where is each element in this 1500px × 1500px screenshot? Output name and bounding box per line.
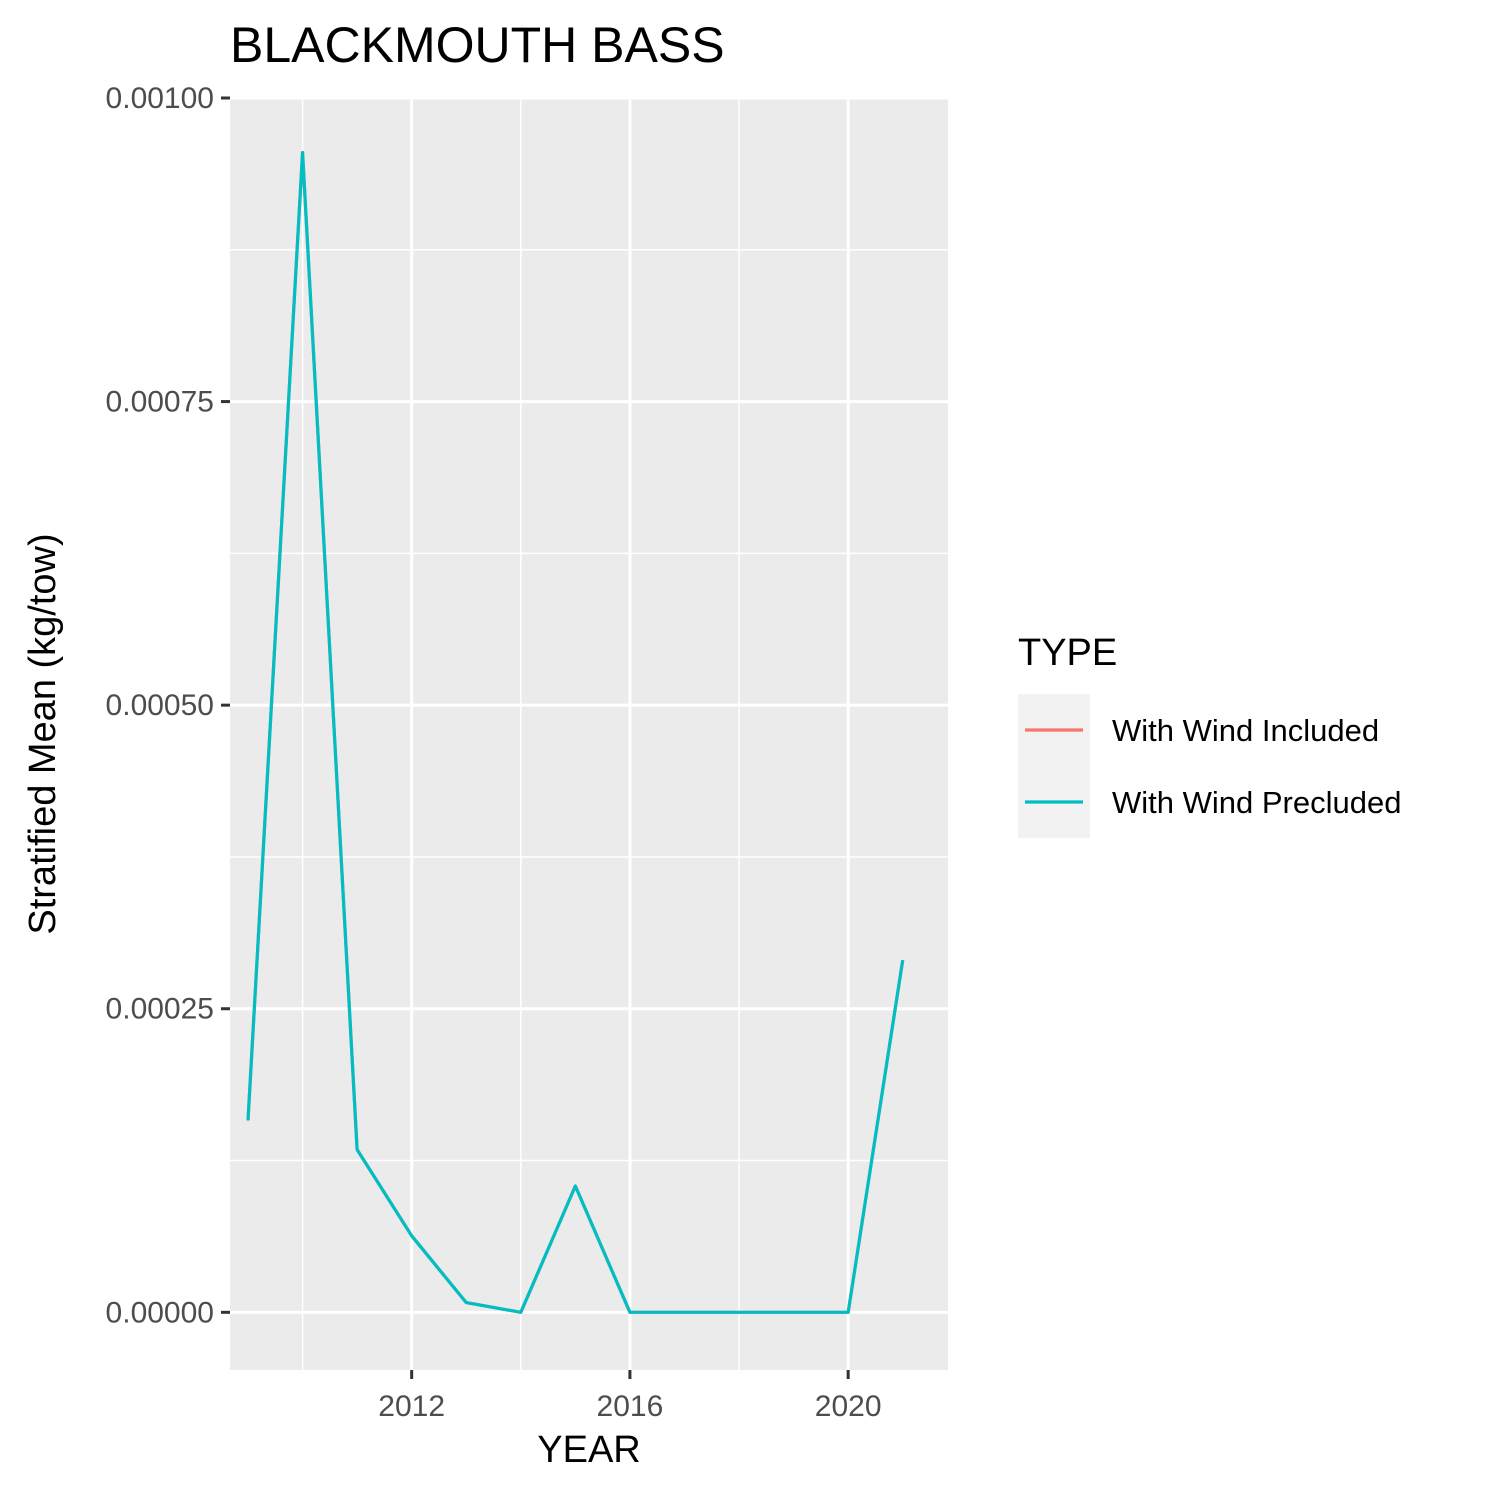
series-layer [246, 151, 905, 1314]
y-tick-label: 0.00050 [106, 689, 214, 722]
legend-title: TYPE [1018, 632, 1117, 674]
x-tick-label: 2012 [378, 1390, 445, 1423]
series-line-1 [246, 151, 905, 1314]
legend-label: With Wind Included [1112, 713, 1379, 748]
y-tick-label: 0.00000 [106, 1296, 214, 1329]
plot-panel [230, 98, 948, 1370]
legend-key-background [1018, 694, 1090, 838]
grid-minor [230, 98, 948, 1370]
legend-entries: With Wind Included With Wind Precluded [1025, 713, 1401, 820]
y-axis: 0.00000 0.00025 0.00050 0.00075 0.00100 [106, 82, 230, 1329]
y-tick-label: 0.00100 [106, 82, 214, 115]
x-axis: 2012 2016 2020 [378, 1370, 882, 1423]
y-axis-title: Stratified Mean (kg/tow) [22, 533, 64, 934]
x-axis-title: YEAR [537, 1429, 640, 1471]
x-tick-label: 2020 [815, 1390, 882, 1423]
chart-title: BLACKMOUTH BASS [230, 17, 725, 73]
x-tick-label: 2016 [597, 1390, 664, 1423]
legend: TYPE With Wind Included With Wind Preclud… [1018, 632, 1401, 838]
y-tick-label: 0.00025 [106, 993, 214, 1026]
y-tick-label: 0.00075 [106, 386, 214, 419]
legend-label: With Wind Precluded [1112, 785, 1401, 820]
